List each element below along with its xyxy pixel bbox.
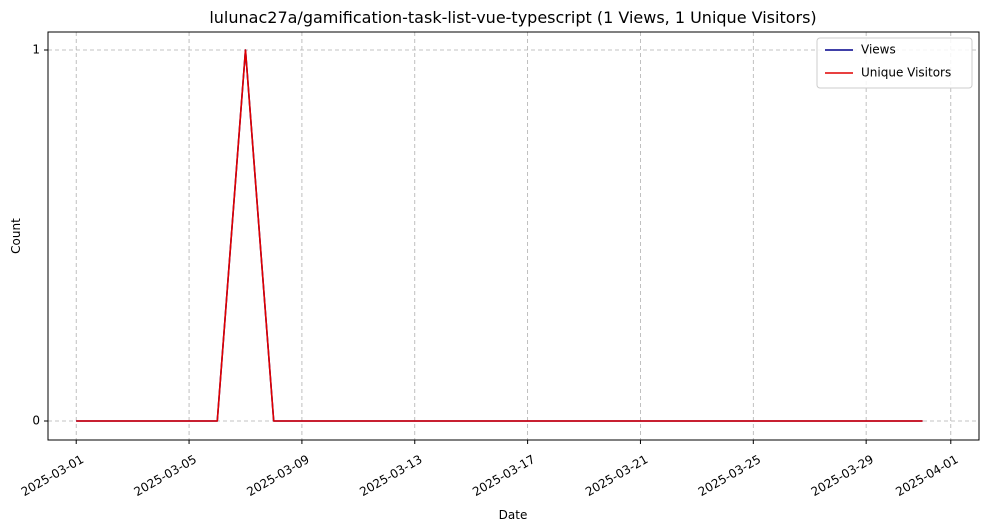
legend-box — [816, 37, 973, 89]
y-tick-label: 0 — [32, 414, 40, 428]
x-axis-label: Date — [499, 508, 528, 522]
x-tick-label: 2025-03-01 — [19, 452, 86, 499]
axis-ticks: 2025-03-01 2025-03-05 2025-03-09 2025-03-13… — [19, 43, 961, 500]
x-tick-label: 2025-03-17 — [470, 452, 537, 499]
x-tick-label: 2025-04-01 — [893, 452, 960, 499]
chart-title: lulunac27a/gamification-task-list-vue-ty… — [209, 8, 816, 27]
series-line-unique-visitors — [76, 49, 923, 422]
legend: Views Unique Visitors — [816, 37, 973, 89]
x-tick-label: 2025-03-09 — [244, 452, 311, 499]
plot-frame — [47, 31, 980, 441]
x-tick-label: 2025-03-25 — [696, 452, 763, 499]
series-line-views — [76, 49, 923, 422]
legend-label: Unique Visitors — [861, 66, 951, 80]
y-axis-label: Count — [9, 218, 23, 254]
x-tick-label: 2025-03-21 — [583, 452, 650, 499]
x-tick-label: 2025-03-13 — [357, 452, 424, 499]
series-lines — [76, 49, 923, 422]
x-tick-label: 2025-03-29 — [809, 452, 876, 499]
y-tick-label: 1 — [32, 43, 40, 57]
x-tick-label: 2025-03-05 — [132, 452, 199, 499]
grid-lines — [48, 32, 979, 440]
legend-label: Views — [861, 43, 896, 57]
